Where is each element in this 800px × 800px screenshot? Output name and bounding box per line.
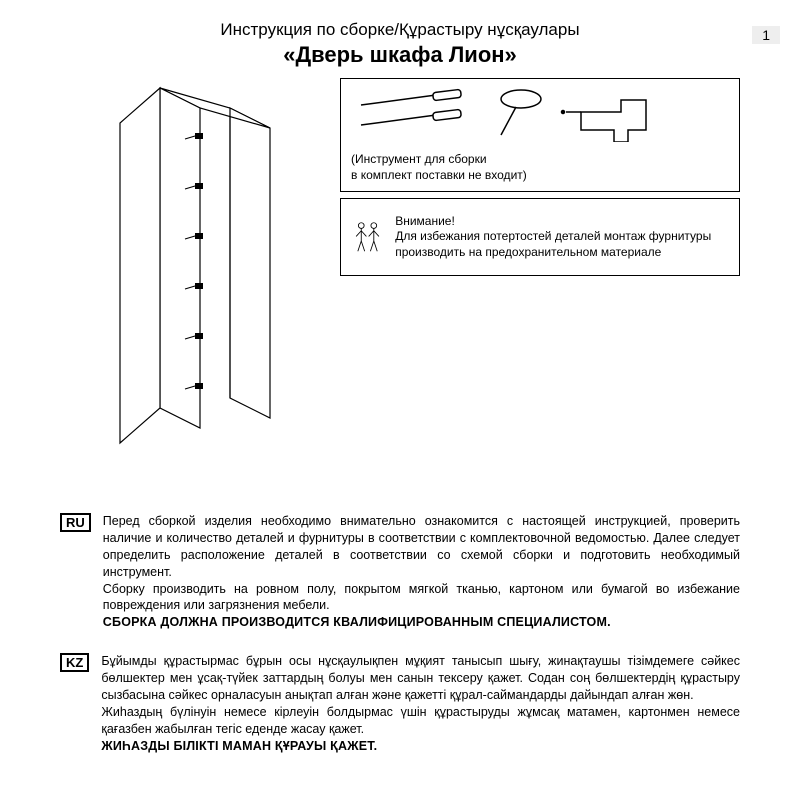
lang-text-kz: Бұйымды құрастырмас бұрын осы нұсқаулықп… <box>101 653 740 754</box>
wardrobe-diagram <box>60 78 320 453</box>
tools-icon <box>351 87 671 142</box>
ru-p2: Сборку производить на ровном полу, покры… <box>103 582 740 613</box>
lang-badge-kz: KZ <box>60 653 89 672</box>
ru-bold: СБОРКА ДОЛЖНА ПРОИЗВОДИТСЯ КВАЛИФИЦИРОВА… <box>103 615 611 629</box>
kz-p2: Жиһаздың бүлінуін немесе кірлеуін болдыр… <box>101 705 740 736</box>
lang-block-ru: RU Перед сборкой изделия необходимо вним… <box>60 513 740 631</box>
warning-text: Внимание! Для избежания потертостей дета… <box>395 214 729 261</box>
kz-p1: Бұйымды құрастырмас бұрын осы нұсқаулықп… <box>101 654 740 702</box>
kz-bold: ЖИҺАЗДЫ БІЛІКТІ МАМАН ҚҰРАУЫ ҚАЖЕТ. <box>101 739 377 753</box>
warning-box: Внимание! Для избежания потертостей дета… <box>340 198 740 276</box>
people-icon <box>351 207 385 267</box>
main-row: (Инструмент для сборки в комплект постав… <box>60 78 740 453</box>
lang-text-ru: Перед сборкой изделия необходимо внимате… <box>103 513 740 631</box>
info-column: (Инструмент для сборки в комплект постав… <box>340 78 740 282</box>
page-header: Инструкция по сборке/Құрастыру нұсқаулар… <box>60 20 740 68</box>
title-line2: «Дверь шкафа Лион» <box>60 42 740 68</box>
warning-title: Внимание! <box>395 214 455 228</box>
title-line1: Инструкция по сборке/Құрастыру нұсқаулар… <box>60 20 740 40</box>
warning-body: Для избежания потертостей деталей монтаж… <box>395 229 711 259</box>
text-section: RU Перед сборкой изделия необходимо вним… <box>60 513 740 754</box>
lang-badge-ru: RU <box>60 513 91 532</box>
tools-note: (Инструмент для сборки в комплект постав… <box>351 152 729 183</box>
ru-p1: Перед сборкой изделия необходимо внимате… <box>103 514 740 579</box>
lang-block-kz: KZ Бұйымды құрастырмас бұрын осы нұсқаул… <box>60 653 740 754</box>
page-number: 1 <box>752 26 780 44</box>
tools-box: (Инструмент для сборки в комплект постав… <box>340 78 740 192</box>
